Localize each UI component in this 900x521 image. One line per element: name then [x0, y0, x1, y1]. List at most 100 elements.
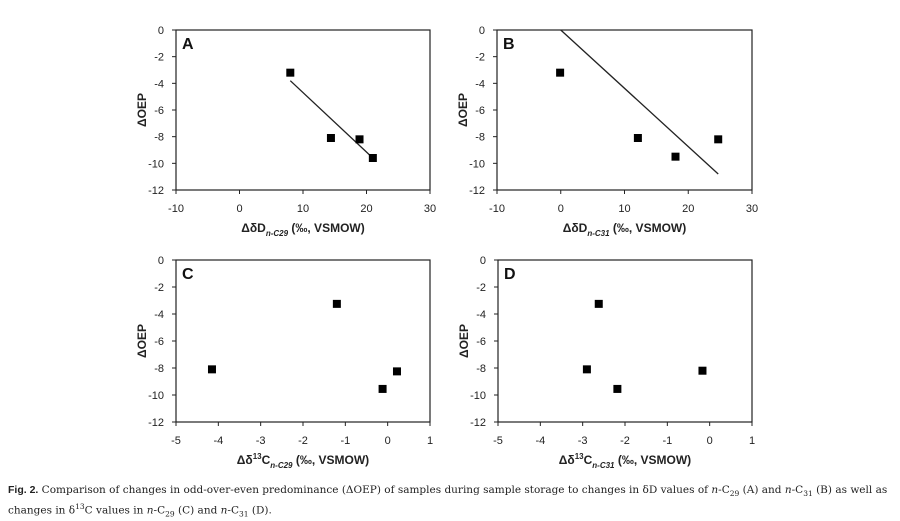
data-point [326, 134, 335, 142]
y-tick-label: -8 [154, 132, 164, 144]
x-tick-label: 1 [427, 435, 433, 447]
y-tick-label: -2 [476, 282, 486, 294]
y-tick-label: -4 [475, 78, 485, 90]
x-axis-label-part: n-C31 [592, 461, 615, 470]
data-point [671, 152, 680, 161]
plot-frame [175, 29, 431, 191]
y-tick-label: -2 [154, 52, 164, 64]
y-axis-label: ΔOEP [456, 93, 470, 127]
panel-label: A [182, 36, 194, 53]
y-tick-label: -10 [148, 390, 164, 402]
data-point [207, 365, 216, 374]
x-tick-label: 1 [749, 435, 755, 447]
y-tick-label: -6 [475, 105, 485, 117]
x-axis-label-part: (‰, VSMOW) [293, 453, 370, 467]
x-tick-label: -10 [168, 203, 184, 215]
x-axis-label-part: C [262, 453, 271, 467]
x-tick-label: -4 [535, 435, 545, 447]
x-tick-label: -3 [578, 435, 588, 447]
data-point [698, 366, 707, 375]
panel-d: 0-2-4-6-8-10-12-5 -4 -3 -2 -1 0 1DΔOEPΔδ13Cn-C… [457, 255, 755, 470]
x-tick-label: -1 [662, 435, 672, 447]
y-tick-label: 0 [158, 25, 164, 37]
x-axis-label: Δδ13Cn-C31 (‰, VSMOW) [559, 452, 691, 470]
x-tick-label: 30 [746, 203, 758, 215]
data-point [368, 154, 377, 162]
figure-caption: Fig. 2. Comparison of changes in odd-ove… [8, 484, 888, 519]
x-tick-label: -5 [493, 435, 503, 447]
x-axis-label-part: n-C31 [587, 229, 610, 238]
x-tick-label: 20 [682, 203, 694, 215]
data-point [286, 68, 295, 77]
x-tick-label: 30 [424, 203, 436, 215]
y-axis-label: ΔOEP [457, 324, 471, 358]
y-tick-label: -8 [476, 363, 486, 375]
x-tick-label: 0 [385, 435, 391, 447]
y-tick-label: -2 [475, 52, 485, 64]
x-axis-label: Δδ13Cn-C29 (‰, VSMOW) [237, 452, 369, 470]
x-axis-label-part: 13 [253, 452, 262, 461]
x-axis-label: ΔδDn-C29 (‰, VSMOW) [241, 221, 364, 238]
y-tick-label: -4 [154, 309, 164, 321]
x-tick-label: -10 [489, 203, 505, 215]
panel-label: B [503, 36, 515, 53]
panel-a: 0 -2 -4 -6 -8 -10 -12 -10 0 10 20 30 A ΔOEP ΔδDn-C29 (… [135, 25, 436, 238]
y-tick-label: -8 [154, 363, 164, 375]
y-tick-label: -6 [476, 336, 486, 348]
panel-label: C [182, 266, 194, 283]
x-tick-label: -3 [256, 435, 266, 447]
data-point [594, 299, 603, 308]
x-tick-label: -1 [340, 435, 350, 447]
y-tick-label: -12 [148, 417, 164, 429]
y-tick-label: -2 [154, 282, 164, 294]
x-tick-label: 0 [707, 435, 713, 447]
data-point [332, 299, 341, 308]
x-axis-label-part: 13 [575, 452, 584, 461]
y-tick-label: -8 [475, 132, 485, 144]
panel-label: D [504, 266, 516, 283]
y-tick-label: -4 [154, 78, 164, 90]
y-tick-label: 0 [480, 255, 486, 267]
y-tick-label: 0 [479, 25, 485, 37]
y-tick-label: -10 [469, 158, 485, 170]
x-tick-label: 20 [360, 203, 372, 215]
x-axis-label-part: Δδ [559, 453, 575, 467]
y-axis-label: ΔOEP [135, 93, 149, 127]
x-tick-label: -2 [298, 435, 308, 447]
y-tick-label: -6 [154, 105, 164, 117]
x-axis-label-part: (‰, VSMOW) [610, 221, 687, 235]
y-tick-label: -4 [476, 309, 486, 321]
x-tick-label: 10 [297, 203, 309, 215]
x-tick-label: 0 [558, 203, 564, 215]
x-axis-label-part: (‰, VSMOW) [288, 221, 365, 235]
x-axis-label-part: Δδ [237, 453, 253, 467]
x-axis-label-part: ΔδD [241, 221, 266, 235]
y-tick-label: -10 [148, 158, 164, 170]
plot-frame [497, 259, 753, 423]
y-tick-label: -6 [154, 336, 164, 348]
y-tick-label: 0 [158, 255, 164, 267]
x-axis-label-part: C [584, 453, 593, 467]
data-point [613, 384, 622, 393]
x-tick-label: -5 [171, 435, 181, 447]
trendline [289, 80, 374, 159]
data-point [582, 365, 591, 374]
data-point [355, 135, 364, 144]
x-axis-label-part: n-C29 [270, 461, 293, 470]
plot-frame [175, 259, 431, 423]
x-tick-label: -2 [620, 435, 630, 447]
data-point [378, 384, 387, 393]
x-tick-label: -4 [213, 435, 223, 447]
trendline [560, 29, 719, 175]
x-axis-label-part: n-C29 [266, 229, 289, 238]
x-tick-label: 10 [618, 203, 630, 215]
data-point [633, 134, 642, 142]
y-tick-label: -12 [470, 417, 486, 429]
y-tick-label: -12 [148, 185, 164, 197]
x-tick-label: 0 [236, 203, 242, 215]
data-point [392, 367, 401, 376]
x-axis-label-part: ΔδD [563, 221, 588, 235]
y-tick-label: -10 [470, 390, 486, 402]
x-axis-label-part: (‰, VSMOW) [615, 453, 692, 467]
